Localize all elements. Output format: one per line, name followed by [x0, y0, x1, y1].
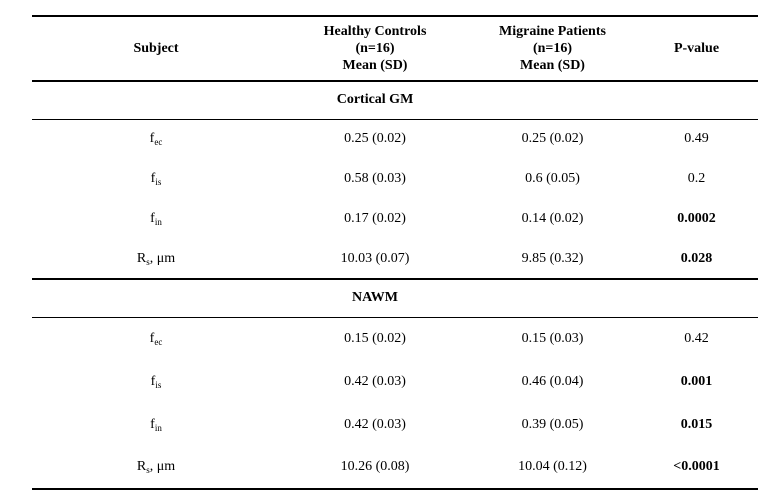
section-title-spacer [470, 81, 635, 119]
p-value: 0.49 [684, 131, 709, 147]
section-nawm: NAWM fec 0.15 (0.02) 0.15 (0.03) 0.42 fi… [32, 279, 758, 489]
header-subject: Subject [133, 41, 179, 56]
section-title-spacer [32, 81, 280, 119]
metric-subscript: s [146, 465, 150, 475]
table-row: fin 0.17 (0.02) 0.14 (0.02) 0.0002 [32, 199, 758, 239]
section-title: Cortical GM [336, 92, 414, 108]
migraine-patients-value: 0.14 (0.02) [521, 211, 584, 226]
metric-base: R [136, 459, 147, 474]
section-title-row: Cortical GM [32, 81, 758, 119]
metric-label: fis [32, 360, 280, 403]
table-row: Rs, μm 10.03 (0.07) 9.85 (0.32) 0.028 [32, 239, 758, 279]
migraine-patients-value: 0.46 (0.04) [521, 373, 584, 389]
table-row: fec 0.25 (0.02) 0.25 (0.02) 0.49 [32, 119, 758, 159]
migraine-patients-value: 9.85 (0.32) [521, 250, 584, 266]
metric-label: Rs, μm [32, 446, 280, 489]
p-value: <0.0001 [673, 459, 720, 474]
metric-base: R [136, 250, 147, 266]
header-healthy-controls-line2: (n=16) [355, 41, 395, 56]
header-p-value: P-value [673, 41, 720, 56]
metric-label: fin [32, 199, 280, 239]
section-title-spacer [635, 81, 758, 119]
header-healthy-controls: Healthy Controls (n=16) Mean (SD) [280, 16, 470, 81]
metric-subscript: ec [154, 336, 163, 347]
results-table-wrap: Subject Healthy Controls (n=16) Mean (SD… [32, 15, 758, 490]
healthy-controls-value: 0.58 (0.03) [344, 171, 406, 186]
migraine-patients-value: 0.15 (0.03) [521, 330, 584, 346]
section-title-spacer [470, 279, 635, 317]
p-value: 0.0002 [677, 211, 716, 226]
metric-subscript: ec [154, 137, 163, 148]
healthy-controls-value: 10.26 (0.08) [340, 459, 410, 474]
table-header: Subject Healthy Controls (n=16) Mean (SD… [32, 16, 758, 81]
section-cortical-gm: Cortical GM fec 0.25 (0.02) 0.25 (0.02) … [32, 81, 758, 279]
metric-label: fec [32, 119, 280, 159]
results-table: Subject Healthy Controls (n=16) Mean (SD… [32, 15, 758, 490]
table-row: fin 0.42 (0.03) 0.39 (0.05) 0.015 [32, 403, 758, 446]
healthy-controls-value: 0.42 (0.03) [344, 416, 406, 432]
metric-label: fec [32, 317, 280, 360]
p-value: 0.028 [680, 250, 713, 266]
migraine-patients-value: 10.04 (0.12) [518, 459, 587, 474]
healthy-controls-value: 0.42 (0.03) [344, 373, 406, 389]
header-migraine-patients-line1: Migraine Patients [499, 24, 606, 39]
metric-suffix: , μm [149, 250, 176, 266]
header-healthy-controls-line1: Healthy Controls [323, 24, 427, 39]
metric-base: f [150, 171, 156, 186]
table-row: fis 0.58 (0.03) 0.6 (0.05) 0.2 [32, 159, 758, 199]
p-value: 0.015 [680, 416, 713, 432]
metric-base: f [150, 373, 156, 389]
metric-label: Rs, μm [32, 239, 280, 279]
section-title-spacer [32, 279, 280, 317]
migraine-patients-value: 0.6 (0.05) [525, 171, 580, 186]
metric-label: fin [32, 403, 280, 446]
metric-subscript: in [154, 422, 162, 433]
metric-base: f [150, 416, 155, 432]
metric-base: f [150, 211, 155, 226]
table-row: Rs, μm 10.26 (0.08) 10.04 (0.12) <0.0001 [32, 446, 758, 489]
migraine-patients-value: 0.25 (0.02) [521, 131, 584, 147]
table-row: fis 0.42 (0.03) 0.46 (0.04) 0.001 [32, 360, 758, 403]
header-migraine-patients-line2: (n=16) [532, 41, 573, 56]
header-row: Subject Healthy Controls (n=16) Mean (SD… [32, 16, 758, 81]
header-migraine-patients: Migraine Patients (n=16) Mean (SD) [470, 16, 635, 81]
header-healthy-controls-line3: Mean (SD) [342, 58, 408, 73]
p-value: 0.001 [680, 373, 713, 389]
metric-base: f [149, 131, 155, 147]
metric-suffix: , μm [149, 459, 176, 474]
section-title-row: NAWM [32, 279, 758, 317]
healthy-controls-value: 0.25 (0.02) [344, 131, 406, 147]
migraine-patients-value: 0.39 (0.05) [521, 416, 584, 432]
table-row: fec 0.15 (0.02) 0.15 (0.03) 0.42 [32, 317, 758, 360]
p-value: 0.42 [684, 330, 709, 346]
metric-subscript: s [146, 256, 150, 267]
header-migraine-patients-line3: Mean (SD) [520, 58, 585, 73]
section-title-spacer [635, 279, 758, 317]
metric-label: fis [32, 159, 280, 199]
healthy-controls-value: 0.17 (0.02) [344, 211, 406, 226]
metric-base: f [149, 330, 155, 346]
healthy-controls-value: 0.15 (0.02) [344, 330, 406, 346]
p-value: 0.2 [687, 171, 706, 186]
section-title: NAWM [352, 290, 398, 306]
metric-subscript: is [155, 379, 162, 390]
metric-subscript: in [154, 217, 162, 227]
healthy-controls-value: 10.03 (0.07) [340, 250, 410, 266]
metric-subscript: is [155, 177, 162, 187]
